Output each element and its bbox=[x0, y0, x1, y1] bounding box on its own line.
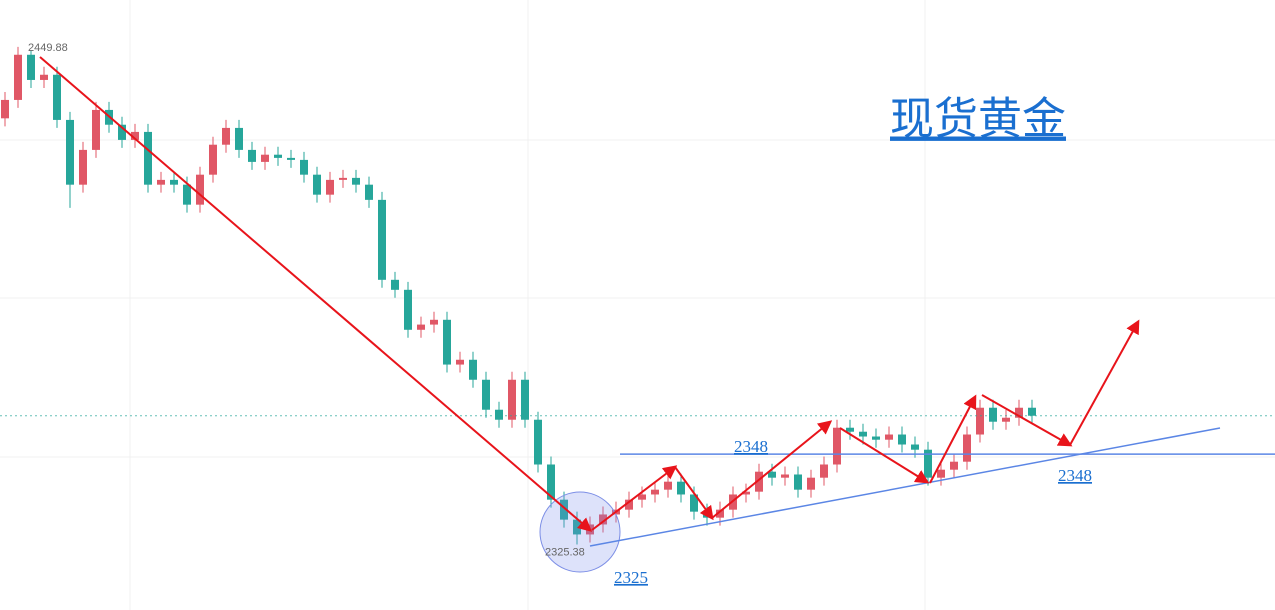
annotations: 2449.88 2325.38 2348 2348 2325 bbox=[0, 42, 1275, 587]
highlight-circle bbox=[539, 491, 621, 573]
candle-body bbox=[157, 179, 165, 185]
title: 现货黄金 bbox=[890, 94, 1066, 145]
candle-body bbox=[664, 481, 672, 490]
candle-body bbox=[508, 379, 516, 420]
candle-body bbox=[404, 289, 412, 330]
candle-body bbox=[326, 179, 334, 195]
candle-body bbox=[443, 319, 451, 365]
candle-body bbox=[625, 499, 633, 510]
candle-body bbox=[833, 427, 841, 465]
candle-body bbox=[755, 471, 763, 492]
candle-body bbox=[690, 494, 698, 512]
candle-body bbox=[898, 434, 906, 445]
candles bbox=[1, 46, 1036, 545]
candle-body bbox=[820, 464, 828, 478]
candle-body bbox=[482, 379, 490, 410]
candle-body bbox=[976, 407, 984, 435]
candle-body bbox=[963, 434, 971, 462]
candle-body bbox=[66, 119, 74, 185]
candle-body bbox=[300, 159, 308, 175]
candle-body bbox=[391, 279, 399, 290]
candle-body bbox=[118, 124, 126, 140]
candle-body bbox=[651, 489, 659, 495]
candle-body bbox=[716, 509, 724, 518]
trend-label: 2325 bbox=[614, 568, 648, 587]
candle-body bbox=[781, 474, 789, 478]
trend-line bbox=[589, 427, 1221, 547]
candle-body bbox=[274, 154, 282, 158]
candle-body bbox=[339, 177, 347, 180]
candle-body bbox=[196, 174, 204, 205]
candle-body bbox=[131, 131, 139, 140]
candle-body bbox=[261, 154, 269, 162]
level-label: 2348 bbox=[734, 437, 768, 456]
candle-body bbox=[235, 127, 243, 150]
candle-body bbox=[170, 179, 178, 185]
low-label: 2325.38 bbox=[545, 546, 585, 558]
candle-body bbox=[287, 157, 295, 160]
candle-body bbox=[846, 427, 854, 432]
candle-body bbox=[742, 491, 750, 495]
candle-body bbox=[222, 127, 230, 145]
candle-body bbox=[430, 319, 438, 325]
high-label: 2449.88 bbox=[28, 42, 68, 54]
candle-body bbox=[40, 74, 48, 80]
candle-body bbox=[79, 149, 87, 185]
red-arrows bbox=[39, 56, 1140, 532]
candle-body bbox=[534, 419, 542, 465]
candle-body bbox=[456, 359, 464, 365]
candle-body bbox=[1015, 407, 1023, 418]
candle-body bbox=[352, 177, 360, 185]
candle-body bbox=[183, 184, 191, 205]
candle-body bbox=[872, 436, 880, 440]
candle-body bbox=[924, 449, 932, 478]
candle-body bbox=[53, 74, 61, 120]
level-label: 2348 bbox=[1058, 466, 1092, 485]
candle-body bbox=[989, 407, 997, 422]
candle-body bbox=[768, 471, 776, 478]
candle-body bbox=[365, 184, 373, 200]
candle-body bbox=[14, 54, 22, 100]
candle-body bbox=[209, 144, 217, 175]
candle-body bbox=[937, 469, 945, 478]
candle-body bbox=[417, 324, 425, 330]
candle-body bbox=[677, 481, 685, 495]
candle-body bbox=[911, 444, 919, 450]
candle-body bbox=[950, 461, 958, 470]
candle-body bbox=[794, 474, 802, 490]
candle-body bbox=[547, 464, 555, 500]
candle-body bbox=[1028, 407, 1036, 416]
candle-body bbox=[469, 359, 477, 380]
candle-body bbox=[521, 379, 529, 420]
candle-body bbox=[560, 499, 568, 520]
candle-body bbox=[1, 99, 9, 119]
candle-body bbox=[144, 131, 152, 185]
candle-body bbox=[27, 54, 35, 80]
candle-body bbox=[885, 434, 893, 440]
candle-body bbox=[859, 431, 867, 437]
candle-body bbox=[92, 109, 100, 150]
candle-body bbox=[495, 409, 503, 420]
candle-body bbox=[248, 149, 256, 162]
candle-body bbox=[599, 514, 607, 525]
candle-body bbox=[807, 477, 815, 490]
candle-body bbox=[313, 174, 321, 195]
candle-body bbox=[378, 199, 386, 280]
candle-body bbox=[1002, 417, 1010, 422]
candle-body bbox=[638, 494, 646, 500]
